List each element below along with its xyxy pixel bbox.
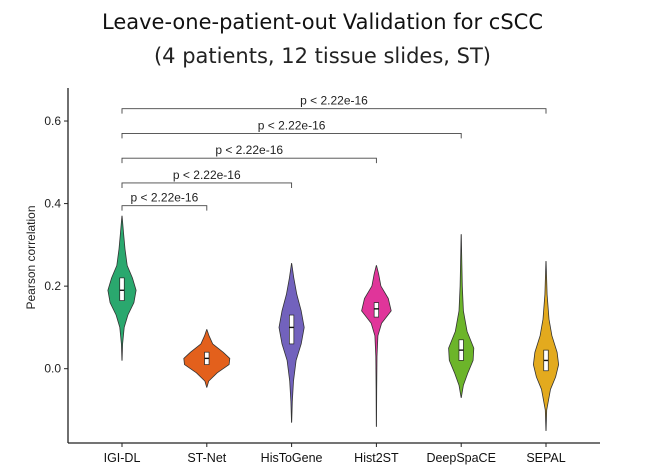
y-tick-label: 0.0 [44,362,61,376]
x-tick-label: SEPAL [526,451,565,465]
violin-4 [448,234,475,398]
violin-5 [533,261,559,431]
p-value-label: p < 2.22e-16 [300,94,368,108]
p-value-label: p < 2.22e-16 [215,143,283,157]
p-value-label: p < 2.22e-16 [131,191,199,205]
bracket-0 [121,205,208,211]
y-tick-label: 0.4 [44,197,61,211]
bracket-4 [121,108,547,114]
y-axis-label: Pearson correlation [24,205,38,309]
box-3 [373,302,379,318]
y-tick-label: 0.6 [44,114,61,128]
x-tick-label: HisToGene [261,451,323,465]
y-tick-label: 0.2 [44,279,61,293]
bracket-3 [121,132,462,139]
p-value-label: p < 2.22e-16 [258,118,326,132]
significance-brackets: p < 2.22e-16 p < 2.22e-16 p < 2.22e-16 p < … [121,94,547,211]
violins [107,215,559,431]
x-tick-label: DeepSpaCE [426,451,496,465]
x-ticks: IGI-DL ST-Net HisToGene Hist2ST DeepSpaCE SEP… [104,443,566,465]
y-ticks: 0.0 0.2 0.4 0.6 [44,114,68,376]
box-2 [289,314,295,345]
bracket-1 [121,182,293,188]
box-0 [119,277,125,301]
axes [67,88,600,444]
x-tick-label: IGI-DL [104,451,141,465]
chart-title: Leave-one-patient-out Validation for cSC… [102,10,543,34]
chart-subtitle: (4 patients, 12 tissue slides, ST) [153,44,491,68]
x-tick-label: Hist2ST [354,451,399,465]
p-value-label: p < 2.22e-16 [173,168,241,182]
violin-3 [361,265,392,427]
x-tick-label: ST-Net [187,451,226,465]
bracket-2 [121,157,377,164]
